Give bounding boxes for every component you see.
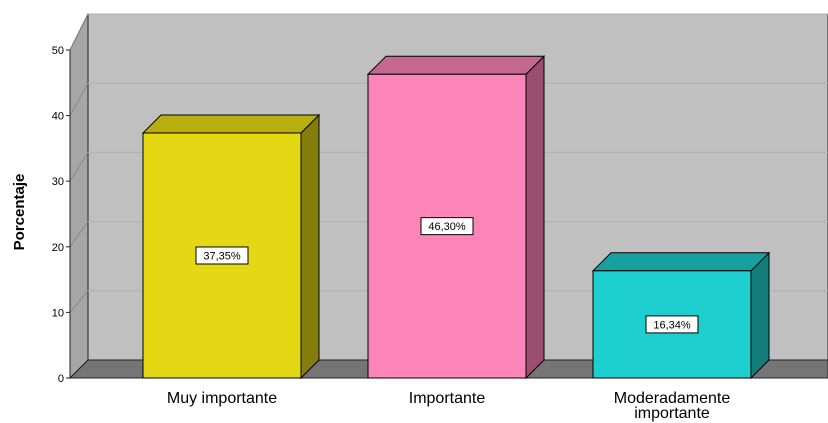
y-tick-label: 0 bbox=[58, 373, 64, 385]
x-tick-label: Muy importante bbox=[167, 390, 277, 407]
bar-side bbox=[750, 251, 770, 380]
x-axis-labels: Muy importante Importante Moderadamente imp… bbox=[167, 390, 730, 422]
data-label: 37,35% bbox=[203, 250, 241, 262]
y-tick-label: 50 bbox=[52, 45, 64, 57]
data-label-box bbox=[420, 217, 474, 236]
x-tick-label-line: importante bbox=[634, 405, 710, 422]
x-tick-label: Importante bbox=[409, 390, 486, 407]
data-label-box bbox=[195, 246, 249, 265]
data-label: 46,30% bbox=[428, 221, 466, 233]
gridline-side bbox=[69, 13, 89, 51]
bar-side bbox=[300, 113, 320, 380]
y-tick-label: 30 bbox=[52, 176, 64, 188]
y-axis-title: Porcentaje bbox=[11, 174, 28, 251]
bar-2: 46,30% bbox=[366, 55, 546, 380]
gridline-side bbox=[69, 82, 89, 116]
y-tick-label: 20 bbox=[52, 242, 64, 254]
data-label-box bbox=[645, 315, 699, 334]
bar-top bbox=[366, 55, 546, 75]
data-label: 16,34% bbox=[653, 319, 691, 331]
bars-group: 37,35% 46,30% 16,34% bbox=[141, 55, 771, 380]
x-tick-label: Moderadamente importante bbox=[614, 390, 731, 422]
x-tick-label-line: Muy importante bbox=[167, 390, 277, 407]
bar-side bbox=[525, 55, 545, 380]
gridline-side bbox=[69, 221, 89, 248]
bar-1: 37,35% bbox=[141, 113, 321, 380]
bar-top bbox=[591, 252, 771, 272]
y-tick-label: 10 bbox=[52, 307, 64, 319]
y-tick-label: 40 bbox=[52, 111, 64, 123]
gridline-side bbox=[69, 152, 89, 182]
plot-side-wall bbox=[69, 13, 89, 380]
bar-top bbox=[141, 114, 321, 134]
x-tick-label-line: Moderadamente bbox=[614, 390, 731, 407]
y-axis: 0 10 20 30 40 50 bbox=[52, 45, 71, 385]
x-tick-label-line: Importante bbox=[409, 390, 486, 407]
gridline-side bbox=[69, 290, 89, 313]
bar-3: 16,34% bbox=[591, 251, 771, 380]
